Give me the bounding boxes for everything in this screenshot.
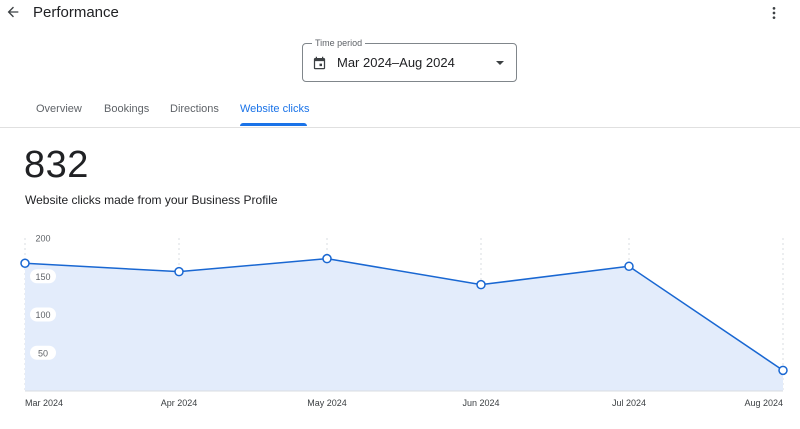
tab-bookings[interactable]: Bookings (104, 103, 150, 115)
time-period-label: Time period (312, 37, 366, 49)
x-tick-label: Aug 2024 (744, 398, 783, 408)
page-title: Performance (33, 4, 119, 21)
more-options-button[interactable] (764, 3, 784, 23)
top-bar: Performance (0, 0, 800, 28)
series-line (24, 257, 784, 371)
data-point (778, 365, 788, 376)
more-vert-icon (772, 7, 776, 19)
data-point (174, 266, 184, 277)
y-tick-bg (30, 307, 56, 322)
series-area (25, 258, 783, 391)
tab-website-clicks[interactable]: Website clicks (240, 103, 310, 115)
x-tick-label: Apr 2024 (161, 398, 198, 408)
x-tick-label: Mar 2024 (25, 398, 63, 408)
y-tick-label: 150 (35, 272, 50, 282)
total-clicks-value: 832 (24, 144, 89, 186)
tab-overview[interactable]: Overview (36, 103, 82, 115)
data-point (476, 279, 486, 290)
y-tick-bg (30, 231, 56, 245)
active-tab-indicator (240, 123, 307, 126)
tab-directions[interactable]: Directions (170, 103, 219, 115)
y-tick-label: 50 (38, 348, 48, 358)
data-point (624, 261, 634, 272)
x-tick-label: Jul 2024 (612, 398, 646, 408)
x-tick-label: May 2024 (307, 398, 347, 408)
arrow-back-icon (7, 6, 19, 18)
calendar-icon (313, 56, 326, 70)
tab-bar: Overview Bookings Directions Website cli… (0, 90, 800, 128)
time-period-value: Mar 2024–Aug 2024 (337, 55, 455, 70)
data-point (20, 258, 30, 268)
y-tick-label: 100 (35, 310, 50, 320)
y-tick-bg (30, 345, 56, 360)
y-tick-bg (30, 269, 56, 284)
website-clicks-chart: 200 150 100 50 Mar 2024 Apr 2024 May 2024 Jun 2… (0, 225, 800, 429)
dropdown-arrow-icon (496, 61, 504, 65)
x-tick-label: Jun 2024 (462, 398, 499, 408)
metric-description: Website clicks made from your Business P… (25, 193, 278, 207)
chart-svg: 200 150 100 50 Mar 2024 Apr 2024 May 2024 Jun 2… (20, 231, 788, 408)
data-point (322, 253, 332, 264)
time-period-select[interactable]: Time period Mar 2024–Aug 2024 (302, 37, 517, 82)
y-tick-label: 200 (35, 234, 50, 244)
back-button[interactable] (3, 2, 23, 22)
